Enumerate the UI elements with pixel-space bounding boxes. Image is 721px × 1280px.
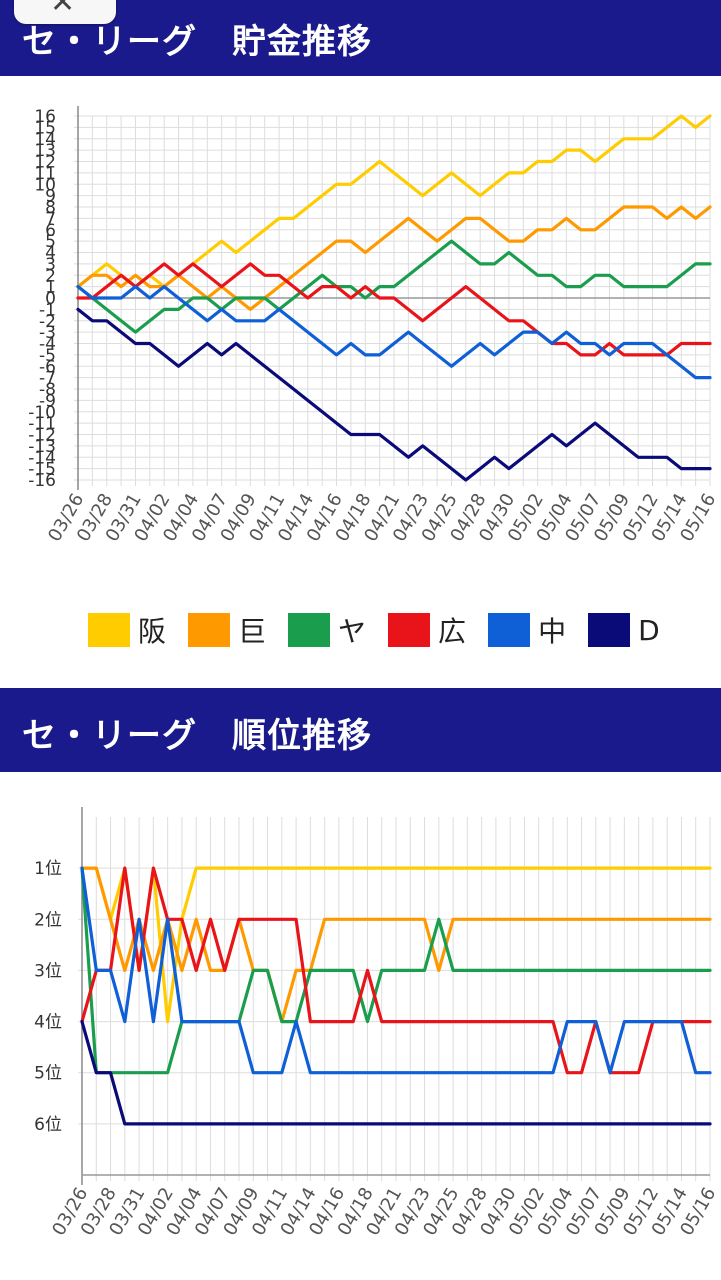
legend-swatch [188,613,231,647]
y-tick-label: -9 [39,391,56,411]
legend-swatch [88,613,130,647]
savings-chart: -16-15-14-13-12-11-10-9-8-7-6-5-4-3-2-10… [28,106,720,545]
legend-item[interactable]: 中 [488,610,566,650]
y-tick-label: -5 [39,346,56,366]
series-line [76,205,712,311]
ranking-chart: 1位2位3位4位5位6位03/2603/2803/3104/0204/0404/… [34,807,720,1239]
y-tick-label: 7 [45,209,56,229]
y-tick-label: 12 [34,153,56,173]
header-bar-savings: セ・リーグ 貯金推移 [0,0,721,76]
legend-item[interactable]: 広 [388,610,466,650]
legend-swatch [388,613,431,647]
y-tick-label: 10 [34,175,56,195]
y-tick-label: -11 [28,414,56,434]
y-tick-label: -8 [39,380,56,400]
y-tick-label: -3 [39,323,56,343]
legend-label: 巨 [238,615,267,648]
y-tick-label: -14 [28,448,56,468]
y-tick-label: 0 [45,289,56,309]
section-title-savings: セ・リーグ 貯金推移 [22,22,372,62]
series-line [76,285,712,380]
y-tick-label: 6 [45,221,56,241]
y-tick-label: -1 [39,300,56,320]
legend-item[interactable]: D [588,613,660,647]
legend-swatch [288,613,331,647]
close-icon[interactable]: ✕ [50,0,76,20]
y-tick-label: -2 [39,312,56,332]
legend-swatch [488,613,531,647]
section-title-ranking: セ・リーグ 順位推移 [22,716,372,756]
y-tick-label: -6 [39,357,56,377]
y-tick-label: 9 [45,187,56,207]
y-tick-label: 2 [45,266,56,286]
y-tick-label: 4位 [34,1013,62,1033]
series-line [76,307,712,482]
close-button[interactable]: ✕ [14,0,116,24]
series-line [80,866,712,1024]
y-tick-label: 4 [45,244,56,264]
y-tick-label: 5位 [34,1064,62,1084]
y-tick-label: 6位 [34,1115,62,1135]
y-tick-label: -10 [28,403,56,423]
y-tick-label: -15 [28,460,56,480]
series-line [76,262,712,357]
y-tick-label: -16 [28,471,56,491]
legend-item[interactable]: ヤ [288,610,366,650]
y-tick-label: 1位 [34,859,62,879]
y-tick-label: 15 [34,118,56,138]
y-tick-label: 1 [45,278,56,298]
legend-label: 中 [538,615,567,648]
y-tick-label: 14 [34,130,56,150]
y-tick-label: 13 [34,141,56,161]
series-line [80,866,712,1075]
y-tick-label: -7 [39,369,56,389]
y-tick-label: 3位 [34,961,62,981]
y-tick-label: 11 [34,164,56,184]
header-bar-ranking: セ・リーグ 順位推移 [0,688,721,772]
legend-label: ヤ [338,615,367,648]
series-line [80,1020,712,1126]
y-tick-label: -4 [39,335,56,355]
legend-item[interactable]: 巨 [188,610,266,650]
y-tick-label: 2位 [34,910,62,930]
y-tick-label: 8 [45,198,56,218]
legend-label: D [638,613,660,647]
legend-item[interactable]: 阪 [88,610,166,650]
y-tick-label: 16 [34,107,56,127]
legend-swatch [588,613,631,647]
legend-label: 広 [438,615,467,648]
y-tick-label: 5 [45,232,56,252]
y-tick-label: 3 [45,255,56,275]
y-tick-label: -13 [28,437,56,457]
series-line [76,239,712,334]
series-line [80,866,712,1024]
legend-label: 阪 [138,615,167,648]
y-tick-label: -12 [28,426,56,446]
